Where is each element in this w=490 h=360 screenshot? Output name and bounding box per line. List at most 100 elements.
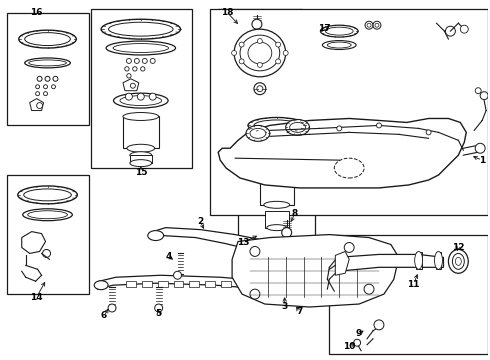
Circle shape xyxy=(354,339,361,346)
Polygon shape xyxy=(260,170,294,205)
Ellipse shape xyxy=(322,41,356,50)
Polygon shape xyxy=(205,281,215,287)
Bar xyxy=(91,9,193,168)
Circle shape xyxy=(43,249,50,257)
Circle shape xyxy=(239,42,244,47)
Ellipse shape xyxy=(19,30,76,48)
Ellipse shape xyxy=(24,189,72,201)
Circle shape xyxy=(36,85,40,89)
Bar xyxy=(7,13,89,125)
Text: 18: 18 xyxy=(221,8,233,17)
Polygon shape xyxy=(269,281,279,287)
Circle shape xyxy=(426,130,431,135)
Ellipse shape xyxy=(127,144,155,152)
Bar xyxy=(210,9,488,215)
Ellipse shape xyxy=(248,117,306,133)
Text: 12: 12 xyxy=(452,243,465,252)
Polygon shape xyxy=(22,231,46,253)
Circle shape xyxy=(37,103,43,109)
Circle shape xyxy=(130,83,135,88)
Circle shape xyxy=(276,59,281,64)
Bar xyxy=(238,113,316,239)
Ellipse shape xyxy=(448,249,468,273)
Circle shape xyxy=(257,86,263,92)
Circle shape xyxy=(276,42,281,47)
Circle shape xyxy=(274,152,280,158)
Text: 16: 16 xyxy=(30,8,43,17)
Polygon shape xyxy=(97,275,329,297)
Circle shape xyxy=(283,50,288,55)
Circle shape xyxy=(142,58,147,63)
Circle shape xyxy=(141,67,145,71)
Circle shape xyxy=(364,284,374,294)
Circle shape xyxy=(134,58,139,63)
Polygon shape xyxy=(232,235,399,307)
Circle shape xyxy=(45,76,50,81)
Circle shape xyxy=(37,76,42,81)
Polygon shape xyxy=(221,281,231,287)
Circle shape xyxy=(250,247,260,256)
Ellipse shape xyxy=(264,201,290,208)
Circle shape xyxy=(173,271,181,279)
Circle shape xyxy=(44,85,48,89)
Polygon shape xyxy=(218,118,466,188)
Ellipse shape xyxy=(130,159,152,167)
Ellipse shape xyxy=(257,137,296,145)
Polygon shape xyxy=(30,99,44,111)
Ellipse shape xyxy=(259,154,294,163)
Ellipse shape xyxy=(101,19,180,39)
Polygon shape xyxy=(158,281,168,287)
Ellipse shape xyxy=(29,60,66,66)
Ellipse shape xyxy=(267,225,287,231)
Text: 10: 10 xyxy=(343,342,355,351)
Polygon shape xyxy=(285,281,294,287)
Bar xyxy=(7,175,89,294)
Polygon shape xyxy=(126,281,136,287)
Ellipse shape xyxy=(28,211,68,219)
Ellipse shape xyxy=(286,120,310,135)
Ellipse shape xyxy=(320,25,358,37)
Circle shape xyxy=(44,92,48,96)
Polygon shape xyxy=(123,117,159,148)
Circle shape xyxy=(51,85,55,89)
Ellipse shape xyxy=(246,125,270,141)
Circle shape xyxy=(375,23,379,27)
Ellipse shape xyxy=(290,122,306,132)
Polygon shape xyxy=(436,252,441,269)
Circle shape xyxy=(480,92,488,100)
Polygon shape xyxy=(335,251,349,275)
Ellipse shape xyxy=(106,41,175,55)
Text: 6: 6 xyxy=(101,311,107,320)
Circle shape xyxy=(127,74,131,78)
Circle shape xyxy=(475,143,485,153)
Text: 2: 2 xyxy=(197,217,203,226)
Text: 3: 3 xyxy=(282,302,288,311)
Text: 13: 13 xyxy=(237,238,249,247)
Circle shape xyxy=(283,152,289,158)
Bar xyxy=(218,9,301,109)
Circle shape xyxy=(53,76,58,81)
Ellipse shape xyxy=(130,152,152,159)
Circle shape xyxy=(257,62,262,67)
Circle shape xyxy=(126,58,131,63)
Circle shape xyxy=(252,19,262,29)
Circle shape xyxy=(137,93,144,100)
Circle shape xyxy=(257,39,262,44)
Circle shape xyxy=(344,243,354,252)
Ellipse shape xyxy=(325,27,353,35)
Ellipse shape xyxy=(452,253,465,269)
Circle shape xyxy=(376,123,381,128)
Circle shape xyxy=(374,320,384,330)
Circle shape xyxy=(373,21,381,29)
Bar xyxy=(329,235,488,354)
Polygon shape xyxy=(265,211,289,228)
Ellipse shape xyxy=(114,93,168,108)
Circle shape xyxy=(250,289,260,299)
Text: 17: 17 xyxy=(318,24,331,33)
Circle shape xyxy=(282,228,292,238)
Text: 4: 4 xyxy=(166,252,172,261)
Ellipse shape xyxy=(123,113,159,121)
Ellipse shape xyxy=(327,42,351,48)
Circle shape xyxy=(337,126,342,131)
Circle shape xyxy=(265,152,271,158)
